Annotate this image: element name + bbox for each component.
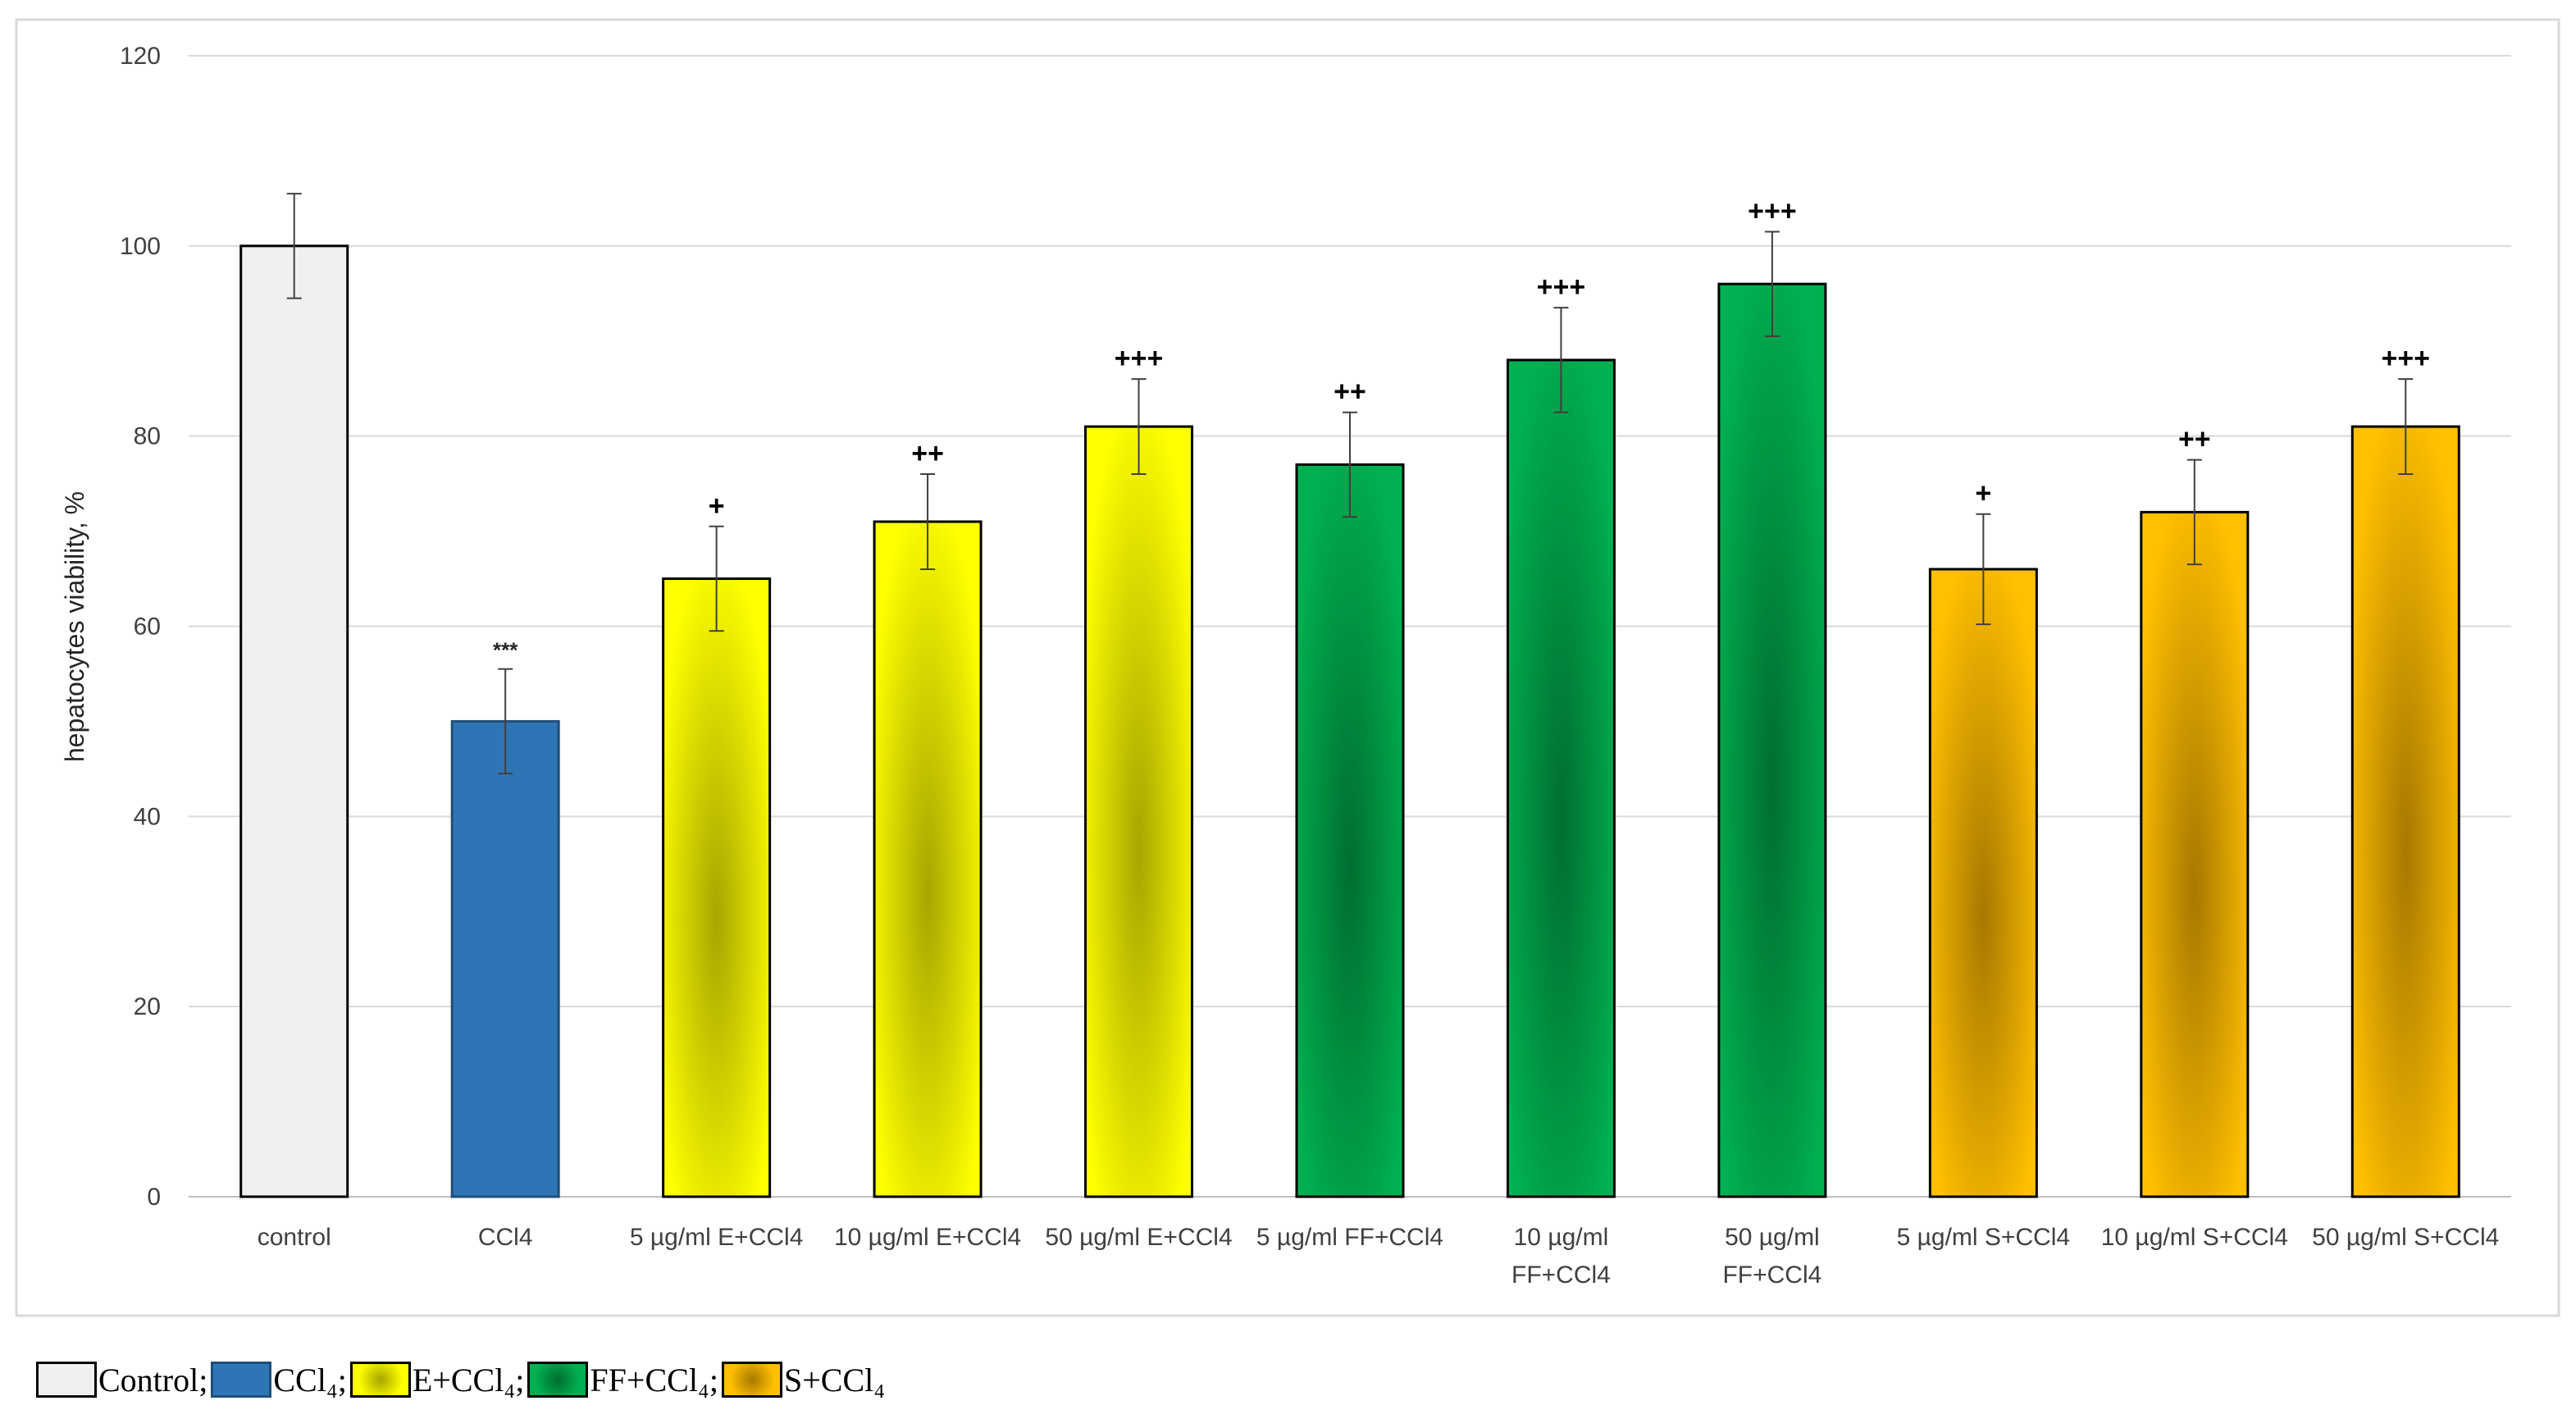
x-category-label: 10 µg/ml E+CCl4 xyxy=(834,1224,1021,1251)
legend-swatch xyxy=(211,1362,272,1398)
bar-5 xyxy=(1084,425,1194,1198)
x-axis-category-labels: control CCl4 5 µg/ml E+CCl4 10 µg/ml E+CCl4… xyxy=(258,1224,2500,1289)
legend-swatch xyxy=(36,1362,97,1398)
significance-labels: ***++++++++++++++++++++ xyxy=(493,195,2430,662)
y-axis-ticks: 0 20 40 60 80 100 120 xyxy=(120,43,161,1211)
x-category-label: 5 µg/ml E+CCl4 xyxy=(630,1224,804,1251)
bar-8 xyxy=(1717,282,1827,1198)
x-category-label: 5 µg/ml FF+CCl4 xyxy=(1256,1224,1443,1251)
x-category-label: 5 µg/ml S+CCl4 xyxy=(1897,1224,2071,1251)
y-tick-label: 0 xyxy=(147,1184,161,1211)
legend-swatch xyxy=(527,1362,589,1398)
chart-frame xyxy=(15,18,2560,1317)
legend-label: FF+CCl₄; xyxy=(590,1361,718,1398)
x-category-label: 10 µg/ml xyxy=(1514,1224,1609,1251)
legend-swatch xyxy=(722,1362,782,1398)
significance-mark: *** xyxy=(493,638,518,663)
x-category-label: control xyxy=(258,1224,331,1251)
significance-mark: +++ xyxy=(1537,271,1586,303)
x-category-label: 50 µg/ml xyxy=(1725,1224,1820,1251)
bar-4 xyxy=(873,520,983,1198)
bar-3 xyxy=(662,577,772,1198)
significance-mark: ++ xyxy=(911,438,944,469)
legend-label: E+CCl₄; xyxy=(412,1361,525,1398)
legend-item-ccl4: CCl₄; xyxy=(211,1361,350,1399)
y-tick-label: 120 xyxy=(120,43,161,70)
legend-item-e: E+CCl₄; xyxy=(349,1361,528,1399)
x-category-label: 50 µg/ml S+CCl4 xyxy=(2312,1224,2499,1251)
legend-swatch xyxy=(349,1362,411,1398)
y-axis-label: hepatocytes viability, % xyxy=(60,491,89,762)
legend-label: S+CCl₄ xyxy=(784,1361,886,1398)
legend-item-ff: FF+CCl₄; xyxy=(527,1361,722,1399)
y-tick-label: 60 xyxy=(134,614,161,641)
error-bars xyxy=(286,193,2414,775)
significance-mark: +++ xyxy=(1748,195,1797,226)
significance-mark: + xyxy=(1975,478,1991,509)
y-tick-label: 20 xyxy=(134,993,161,1020)
bar-6 xyxy=(1295,463,1405,1198)
bar-11 xyxy=(2350,425,2460,1198)
y-tick-label: 80 xyxy=(134,423,161,450)
bar-1 xyxy=(239,244,349,1198)
x-category-label: FF+CCl4 xyxy=(1511,1262,1611,1289)
x-category-label: FF+CCl4 xyxy=(1722,1262,1821,1289)
x-category-label: CCl4 xyxy=(478,1224,533,1251)
y-tick-label: 40 xyxy=(134,803,161,830)
y-tick-label: 100 xyxy=(120,233,161,260)
legend-item-s: S+CCl₄ xyxy=(722,1361,888,1399)
x-category-label: 10 µg/ml S+CCl4 xyxy=(2101,1224,2288,1251)
bar-2 xyxy=(450,719,560,1198)
legend: Control; CCl₄; E+CCl₄; FF+CCl₄; S+CCl₄ xyxy=(36,1355,888,1404)
legend-label: CCl₄; xyxy=(273,1361,347,1398)
significance-mark: ++ xyxy=(1334,376,1366,408)
significance-mark: ++ xyxy=(2178,424,2211,455)
significance-mark: +++ xyxy=(1115,343,1164,374)
significance-mark: + xyxy=(709,490,725,522)
significance-mark: +++ xyxy=(2381,343,2430,374)
bar-7 xyxy=(1506,358,1616,1198)
legend-item-control: Control; xyxy=(36,1361,211,1399)
bars xyxy=(239,244,2460,1198)
bar-10 xyxy=(2140,510,2250,1198)
bar-9 xyxy=(1928,568,2038,1198)
x-category-label: 50 µg/ml E+CCl4 xyxy=(1045,1224,1232,1251)
legend-label: Control; xyxy=(98,1361,208,1398)
